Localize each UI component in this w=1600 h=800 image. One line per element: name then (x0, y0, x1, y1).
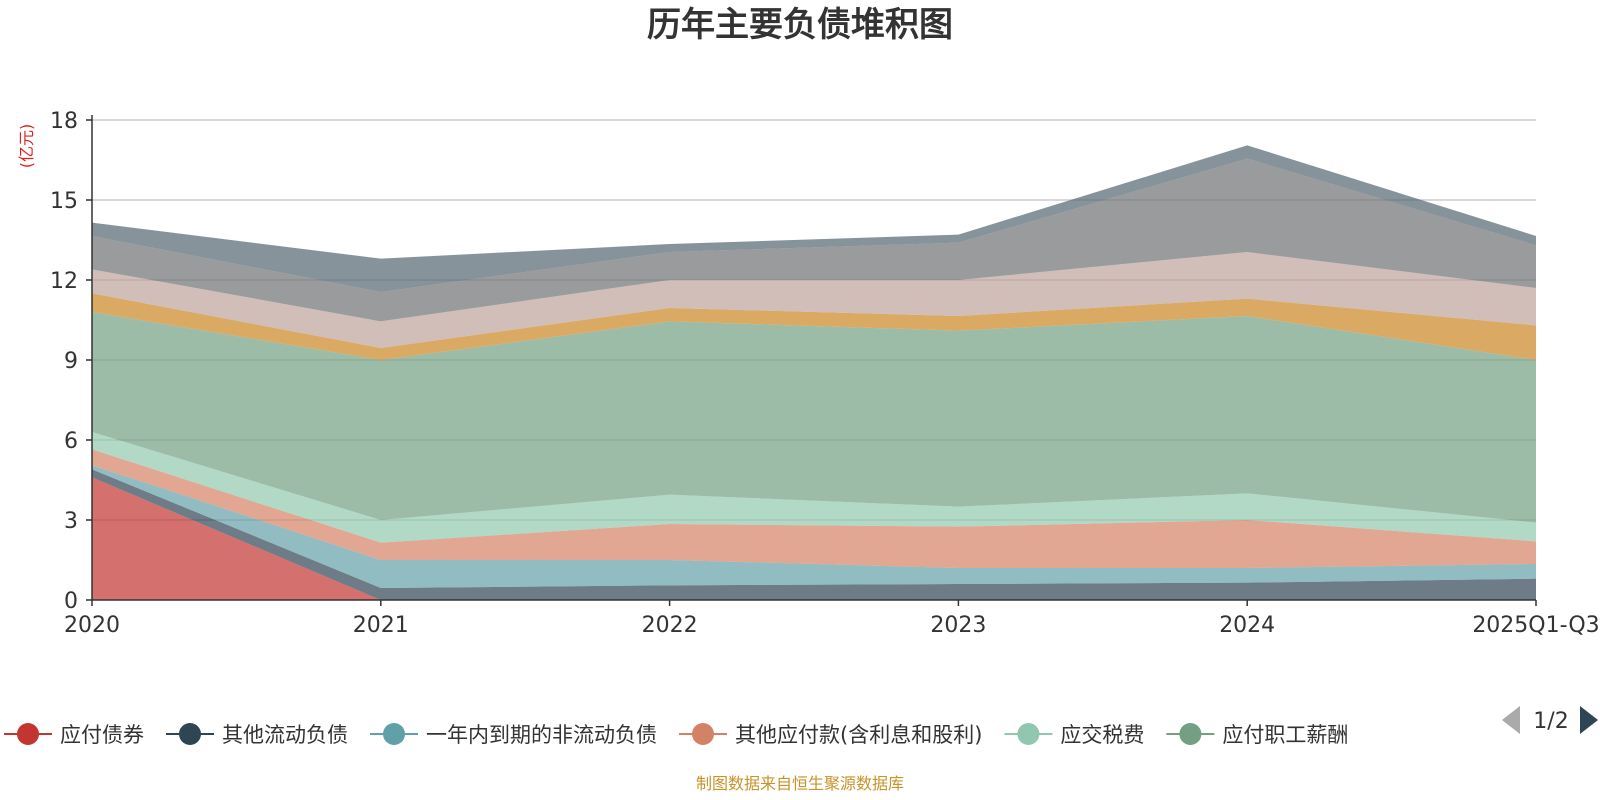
y-tick-label: 3 (64, 509, 78, 534)
legend-marker-icon (17, 723, 39, 745)
legend-item-应付职工薪酬[interactable]: 应付职工薪酬 (1166, 723, 1348, 747)
area-series-应付票据 (92, 158, 1536, 322)
legend-marker-icon (692, 723, 714, 745)
legend-marker-icon (179, 723, 201, 745)
legend-next-icon[interactable] (1580, 706, 1598, 734)
y-tick-label: 6 (64, 429, 78, 454)
chart-title: 历年主要负债堆积图 (647, 5, 953, 45)
source-note: 制图数据来自恒生聚源数据库 (696, 774, 904, 793)
x-tick-label: 2024 (1219, 613, 1275, 638)
y-tick-label: 12 (50, 269, 78, 294)
legend-label: 应交税费 (1060, 723, 1144, 747)
area-series-其他流动负债 (92, 469, 1536, 600)
legend-prev-icon[interactable] (1502, 706, 1520, 734)
legend-marker-icon (1179, 723, 1202, 745)
x-tick-label: 2020 (64, 613, 120, 638)
area-series-应付职工薪酬 (92, 312, 1536, 523)
legend-item-其他应付款(含利息和股利)[interactable]: 其他应付款(含利息和股利) (679, 723, 982, 747)
y-axis-unit: (亿元) (17, 124, 36, 169)
area-series-应付债券 (92, 477, 1536, 600)
y-tick-label: 18 (50, 109, 78, 134)
x-tick-label: 2025Q1-Q3 (1472, 613, 1599, 638)
area-series-其他应付款(含利息和股利) (92, 449, 1536, 568)
legend-item-其他流动负债[interactable]: 其他流动负债 (166, 723, 348, 747)
y-tick-label: 15 (50, 189, 78, 214)
legend-item-应交税费[interactable]: 应交税费 (1004, 723, 1144, 747)
stacked-areas (92, 145, 1536, 600)
y-tick-label: 9 (64, 349, 78, 374)
legend-marker-icon (1017, 723, 1040, 745)
legend-label: 一年内到期的非流动负债 (426, 723, 657, 747)
area-series-短期借款 (92, 145, 1536, 292)
x-tick-label: 2021 (353, 613, 409, 638)
axes: 0 3 6 9 12 15 18 2020 2021 2022 2023 2024 2025Q1-Q3 (50, 109, 1600, 638)
x-tick-label: 2022 (642, 613, 698, 638)
area-series-合同负债 (92, 293, 1536, 360)
area-series-应交税费 (92, 432, 1536, 543)
legend-marker-icon (383, 723, 405, 745)
legend-page-indicator: 1/2 (1533, 709, 1568, 734)
area-series-应付账款 (92, 252, 1536, 348)
legend-label: 应付职工薪酬 (1222, 723, 1348, 747)
legend-label: 应付债券 (60, 723, 144, 747)
legend-label: 其他应付款(含利息和股利) (735, 723, 982, 747)
legend-label: 其他流动负债 (222, 723, 348, 747)
y-tick-label: 0 (64, 589, 78, 614)
legend-pager: 1/2 (1502, 706, 1598, 734)
legend-item-一年内到期的非流动负债[interactable]: 一年内到期的非流动负债 (370, 723, 657, 747)
area-series-一年内到期的非流动负债 (92, 465, 1536, 588)
legend: 应付债券 其他流动负债 一年内到期的非流动负债 其他应付款(含利息和股利) 应交税费 应付… (4, 723, 1348, 747)
x-tick-label: 2023 (930, 613, 986, 638)
legend-item-应付债券[interactable]: 应付债券 (4, 723, 144, 747)
